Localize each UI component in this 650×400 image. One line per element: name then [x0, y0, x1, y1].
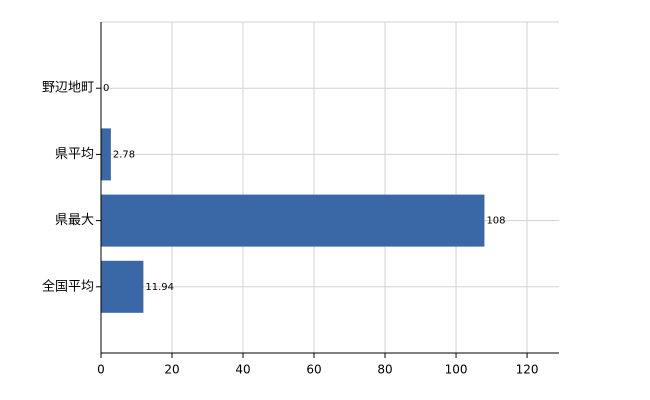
- bar: [101, 194, 485, 247]
- x-tick-label: 0: [97, 363, 105, 377]
- y-tick-label: 県平均: [55, 147, 94, 162]
- value-label: 0: [103, 83, 109, 94]
- bar: [101, 260, 144, 313]
- x-tick-label: 80: [377, 363, 392, 377]
- y-tick-label: 県最大: [55, 213, 94, 228]
- x-tick-label: 60: [306, 363, 321, 377]
- y-tick-label: 全国平均: [42, 278, 94, 294]
- bar: [101, 128, 111, 181]
- x-tick-label: 100: [445, 363, 468, 377]
- x-tick-label: 20: [164, 363, 179, 377]
- value-label: 2.78: [113, 149, 135, 160]
- x-tick-label: 120: [516, 363, 539, 377]
- value-label: 11.94: [145, 282, 174, 293]
- x-tick-label: 40: [235, 363, 250, 377]
- y-tick-label: 野辺地町: [42, 81, 94, 96]
- value-label: 108: [486, 216, 505, 227]
